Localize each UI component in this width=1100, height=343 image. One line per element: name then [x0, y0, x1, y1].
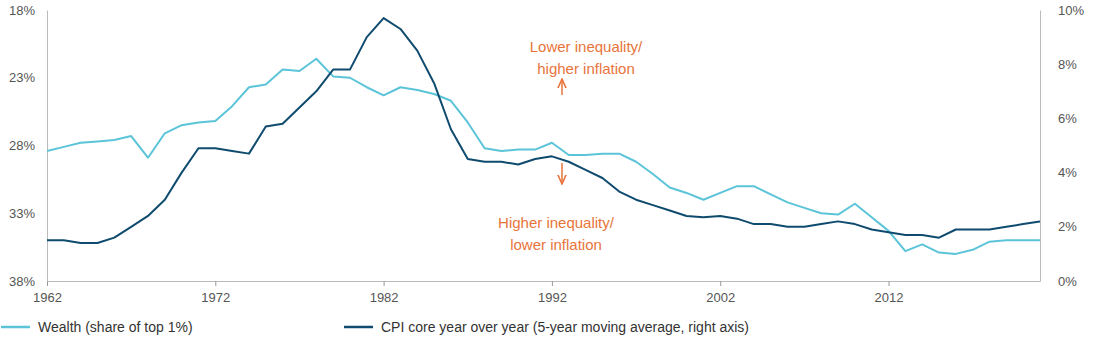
yticks-tick-label: 33% [9, 206, 35, 221]
yticks-tick: 18% [9, 3, 47, 18]
xticks-tick-mark [552, 281, 553, 286]
plot-area [47, 18, 1040, 254]
annotation-text: higher inflation [537, 60, 635, 77]
y2ticks-tick-label: 4% [1058, 165, 1077, 180]
xticks-tick: 1992 [538, 281, 567, 305]
yticks-axis: 18% 23% 28% 33% 38% [9, 3, 48, 289]
yticks-tick: 23% [9, 70, 47, 85]
series-line [47, 59, 1040, 254]
y2ticks-tick-label: 2% [1058, 219, 1077, 234]
xticks-tick: 2002 [706, 281, 735, 305]
annotation-arrow [561, 79, 563, 95]
yticks-tick: 33% [9, 206, 47, 221]
yticks-tick-label: 18% [9, 3, 35, 18]
y2ticks-tick-label: 6% [1058, 111, 1077, 126]
yticks-tick: 38% [9, 274, 47, 289]
xticks-tick-mark [47, 281, 48, 286]
xticks-tick-label: 1992 [538, 290, 567, 305]
y2ticks-tick: 0% [1040, 274, 1077, 289]
xticks-axis: 1962 1972 1982 1992 2002 2012 [33, 281, 1040, 305]
xticks-tick: 2012 [875, 281, 904, 305]
chart: 1962 1972 1982 1992 2002 2012 18% 23% 28% 33% 38% 0… [0, 0, 1100, 343]
y2ticks-tick-label: 8% [1058, 57, 1077, 72]
xticks-tick-mark [384, 281, 385, 286]
annotation-text: Lower inequality/ [530, 38, 643, 55]
y2ticks-tick-label: 0% [1058, 274, 1077, 289]
y2ticks-tick: 10% [1040, 3, 1084, 18]
annotation-text: Higher inequality/ [498, 214, 615, 231]
y2ticks-axis: 0% 2% 4% 6% 8% 10% [1040, 3, 1084, 289]
xticks-tick-label: 2002 [706, 290, 735, 305]
series-line [47, 18, 1040, 243]
yticks-tick-label: 38% [9, 274, 35, 289]
legend-label: Wealth (share of top 1%) [38, 319, 193, 335]
yticks-tick-label: 23% [9, 70, 35, 85]
yticks-tick: 28% [9, 138, 47, 153]
annotation-arrow [561, 163, 563, 184]
xticks-tick: 1962 [33, 281, 62, 305]
y2ticks-tick: 2% [1040, 219, 1077, 234]
legend: Wealth (share of top 1%) CPI core year ov… [1, 319, 749, 335]
legend-label: CPI core year over year (5-year moving a… [381, 319, 749, 335]
y2ticks-tick: 4% [1040, 165, 1077, 180]
y2ticks-tick: 6% [1040, 111, 1077, 126]
xticks-axis-line [48, 281, 1041, 282]
annotation-text: lower inflation [510, 236, 602, 253]
xticks-tick-mark [720, 281, 721, 286]
xticks-tick-label: 2012 [875, 290, 904, 305]
yticks-tick-label: 28% [9, 138, 35, 153]
xticks-tick: 1982 [370, 281, 399, 305]
xticks-tick-mark [215, 281, 216, 286]
legend-swatch [1, 326, 30, 329]
xticks-tick-label: 1972 [201, 290, 230, 305]
xticks-tick: 1972 [201, 281, 230, 305]
y2ticks-axis-line [1040, 11, 1041, 282]
y2ticks-tick-label: 10% [1058, 3, 1084, 18]
xticks-tick-label: 1982 [370, 290, 399, 305]
xticks-tick-mark [889, 281, 890, 286]
legend-swatch [344, 326, 373, 329]
y2ticks-tick: 8% [1040, 57, 1077, 72]
xticks-tick-label: 1962 [33, 290, 62, 305]
